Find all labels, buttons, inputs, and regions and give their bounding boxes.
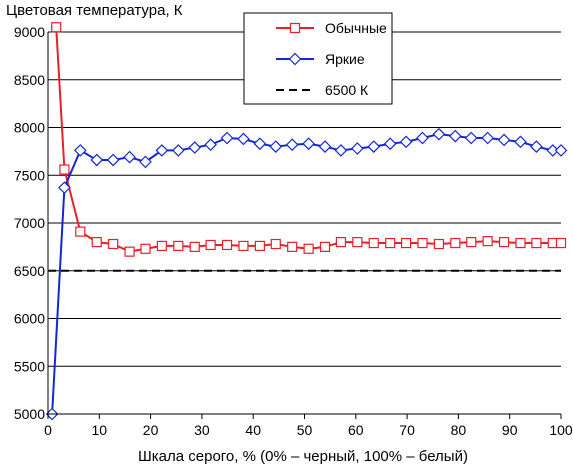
x-tick-label: 50 bbox=[297, 422, 313, 438]
legend-marker-2 bbox=[288, 52, 302, 66]
series-1-point bbox=[59, 164, 70, 175]
series-2-point bbox=[285, 138, 299, 152]
series-2-point bbox=[58, 181, 71, 195]
y-tick-label: 8500 bbox=[14, 72, 45, 88]
legend-marker-1 bbox=[289, 22, 301, 34]
series-2-point bbox=[237, 132, 250, 146]
series-2-point bbox=[123, 150, 136, 164]
series-2-point bbox=[546, 144, 560, 157]
x-tick-label: 80 bbox=[451, 422, 467, 438]
legend-label-3: 6500 К bbox=[325, 82, 369, 98]
series-1-point bbox=[238, 240, 249, 252]
series-2-point bbox=[367, 140, 381, 153]
y-tick-label: 7500 bbox=[14, 167, 45, 183]
series-1-point bbox=[555, 237, 567, 249]
x-axis-label: Шкала серого, % (0% – черный, 100% – бел… bbox=[138, 448, 468, 465]
x-tick-label: 100 bbox=[549, 422, 573, 438]
series-layer bbox=[45, 22, 568, 421]
x-tick-label: 10 bbox=[92, 422, 108, 438]
legend: Обычные Яркие 6500 К bbox=[243, 12, 393, 105]
series-1-point bbox=[189, 241, 200, 252]
series-1-point bbox=[91, 237, 102, 248]
series-1-point bbox=[400, 237, 412, 249]
series-2-point bbox=[530, 140, 543, 153]
series-2-point bbox=[399, 135, 413, 149]
series-1-point bbox=[498, 237, 510, 248]
series-2-point bbox=[155, 144, 169, 157]
series-2-point bbox=[350, 142, 364, 155]
series-2-point bbox=[139, 155, 152, 169]
series-1-point bbox=[335, 237, 347, 248]
series-1-point bbox=[75, 226, 86, 237]
series-2-point bbox=[204, 138, 217, 152]
series-1-point bbox=[303, 243, 314, 254]
y-tick-label: 5000 bbox=[14, 406, 45, 422]
series-1-point bbox=[385, 237, 396, 249]
series-1-point bbox=[205, 239, 216, 251]
x-tick-label: 40 bbox=[245, 422, 261, 438]
y-tick-label: 6000 bbox=[14, 311, 45, 327]
series-1-point bbox=[221, 239, 233, 251]
series-2-point bbox=[318, 140, 332, 153]
x-tick-label: 20 bbox=[143, 422, 159, 438]
series-1-point bbox=[254, 240, 265, 252]
chart-title: Цветовая температура, К bbox=[6, 2, 183, 19]
series-2-point bbox=[334, 144, 348, 157]
x-tick-label: 60 bbox=[348, 422, 364, 438]
series-2-point bbox=[481, 131, 494, 145]
legend-label-2: Яркие bbox=[325, 51, 365, 67]
series-1-point bbox=[531, 237, 542, 249]
axis-layer: 5000 5500 6000 6500 7000 7500 8000 8500 9000 0 10 2… bbox=[14, 24, 573, 438]
y-tick-label: 6500 bbox=[14, 263, 45, 279]
series-1-point bbox=[319, 241, 331, 252]
series-1-point bbox=[417, 237, 428, 249]
series-2-point bbox=[171, 144, 185, 157]
series-2-point bbox=[188, 141, 202, 154]
x-tick-label: 90 bbox=[502, 422, 518, 438]
series-1-point bbox=[450, 237, 461, 249]
x-tick-label: 30 bbox=[194, 422, 210, 438]
series-2-point bbox=[497, 133, 511, 147]
series-2-point bbox=[448, 129, 462, 143]
series-2-point bbox=[554, 144, 568, 157]
series-1-point bbox=[482, 236, 493, 247]
series-2-point bbox=[269, 140, 283, 153]
series-1-point bbox=[124, 246, 135, 257]
series-1-point bbox=[433, 238, 445, 250]
series-1-point bbox=[173, 240, 184, 252]
y-tick-label: 8000 bbox=[14, 120, 45, 136]
series-2-point bbox=[464, 131, 478, 145]
x-tick-label: 0 bbox=[44, 422, 52, 438]
x-tick-label: 70 bbox=[399, 422, 415, 438]
series-2-point bbox=[302, 137, 315, 151]
series-1-point bbox=[352, 237, 363, 248]
series-1-point bbox=[287, 241, 298, 252]
y-tick-label: 5500 bbox=[14, 358, 45, 374]
series-1-point bbox=[108, 238, 119, 250]
series-2-point bbox=[106, 153, 120, 167]
series-2-point bbox=[432, 127, 446, 141]
series-1-point bbox=[368, 237, 379, 249]
legend-box bbox=[243, 12, 393, 105]
series-1-point bbox=[51, 22, 62, 33]
series-2-point bbox=[383, 137, 397, 151]
series-2-point bbox=[253, 137, 267, 151]
series-1-point bbox=[515, 237, 526, 249]
series-2-point bbox=[514, 135, 527, 149]
y-tick-label: 9000 bbox=[14, 24, 45, 40]
series-2-point bbox=[416, 131, 429, 145]
series-2-point bbox=[73, 144, 87, 157]
series-1-point bbox=[156, 240, 167, 252]
legend-label-1: Обычные bbox=[325, 20, 387, 36]
y-tick-label: 7000 bbox=[14, 215, 45, 231]
series-2-point bbox=[90, 153, 104, 167]
series-line-2 bbox=[51, 133, 561, 415]
series-1-point bbox=[466, 237, 477, 248]
series-2-point bbox=[220, 131, 234, 145]
series-1-point bbox=[140, 243, 151, 254]
series-1-point bbox=[270, 238, 281, 250]
